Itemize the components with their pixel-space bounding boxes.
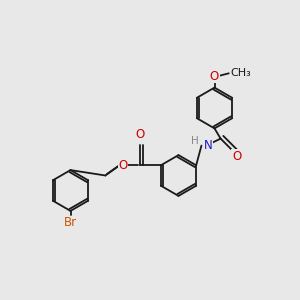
Text: O: O [232,149,241,163]
Text: N: N [204,139,213,152]
Text: O: O [210,70,219,83]
Text: O: O [118,159,128,172]
Text: Br: Br [64,216,77,229]
Text: O: O [136,128,145,141]
Text: H: H [191,136,199,146]
Text: CH₃: CH₃ [230,68,251,78]
